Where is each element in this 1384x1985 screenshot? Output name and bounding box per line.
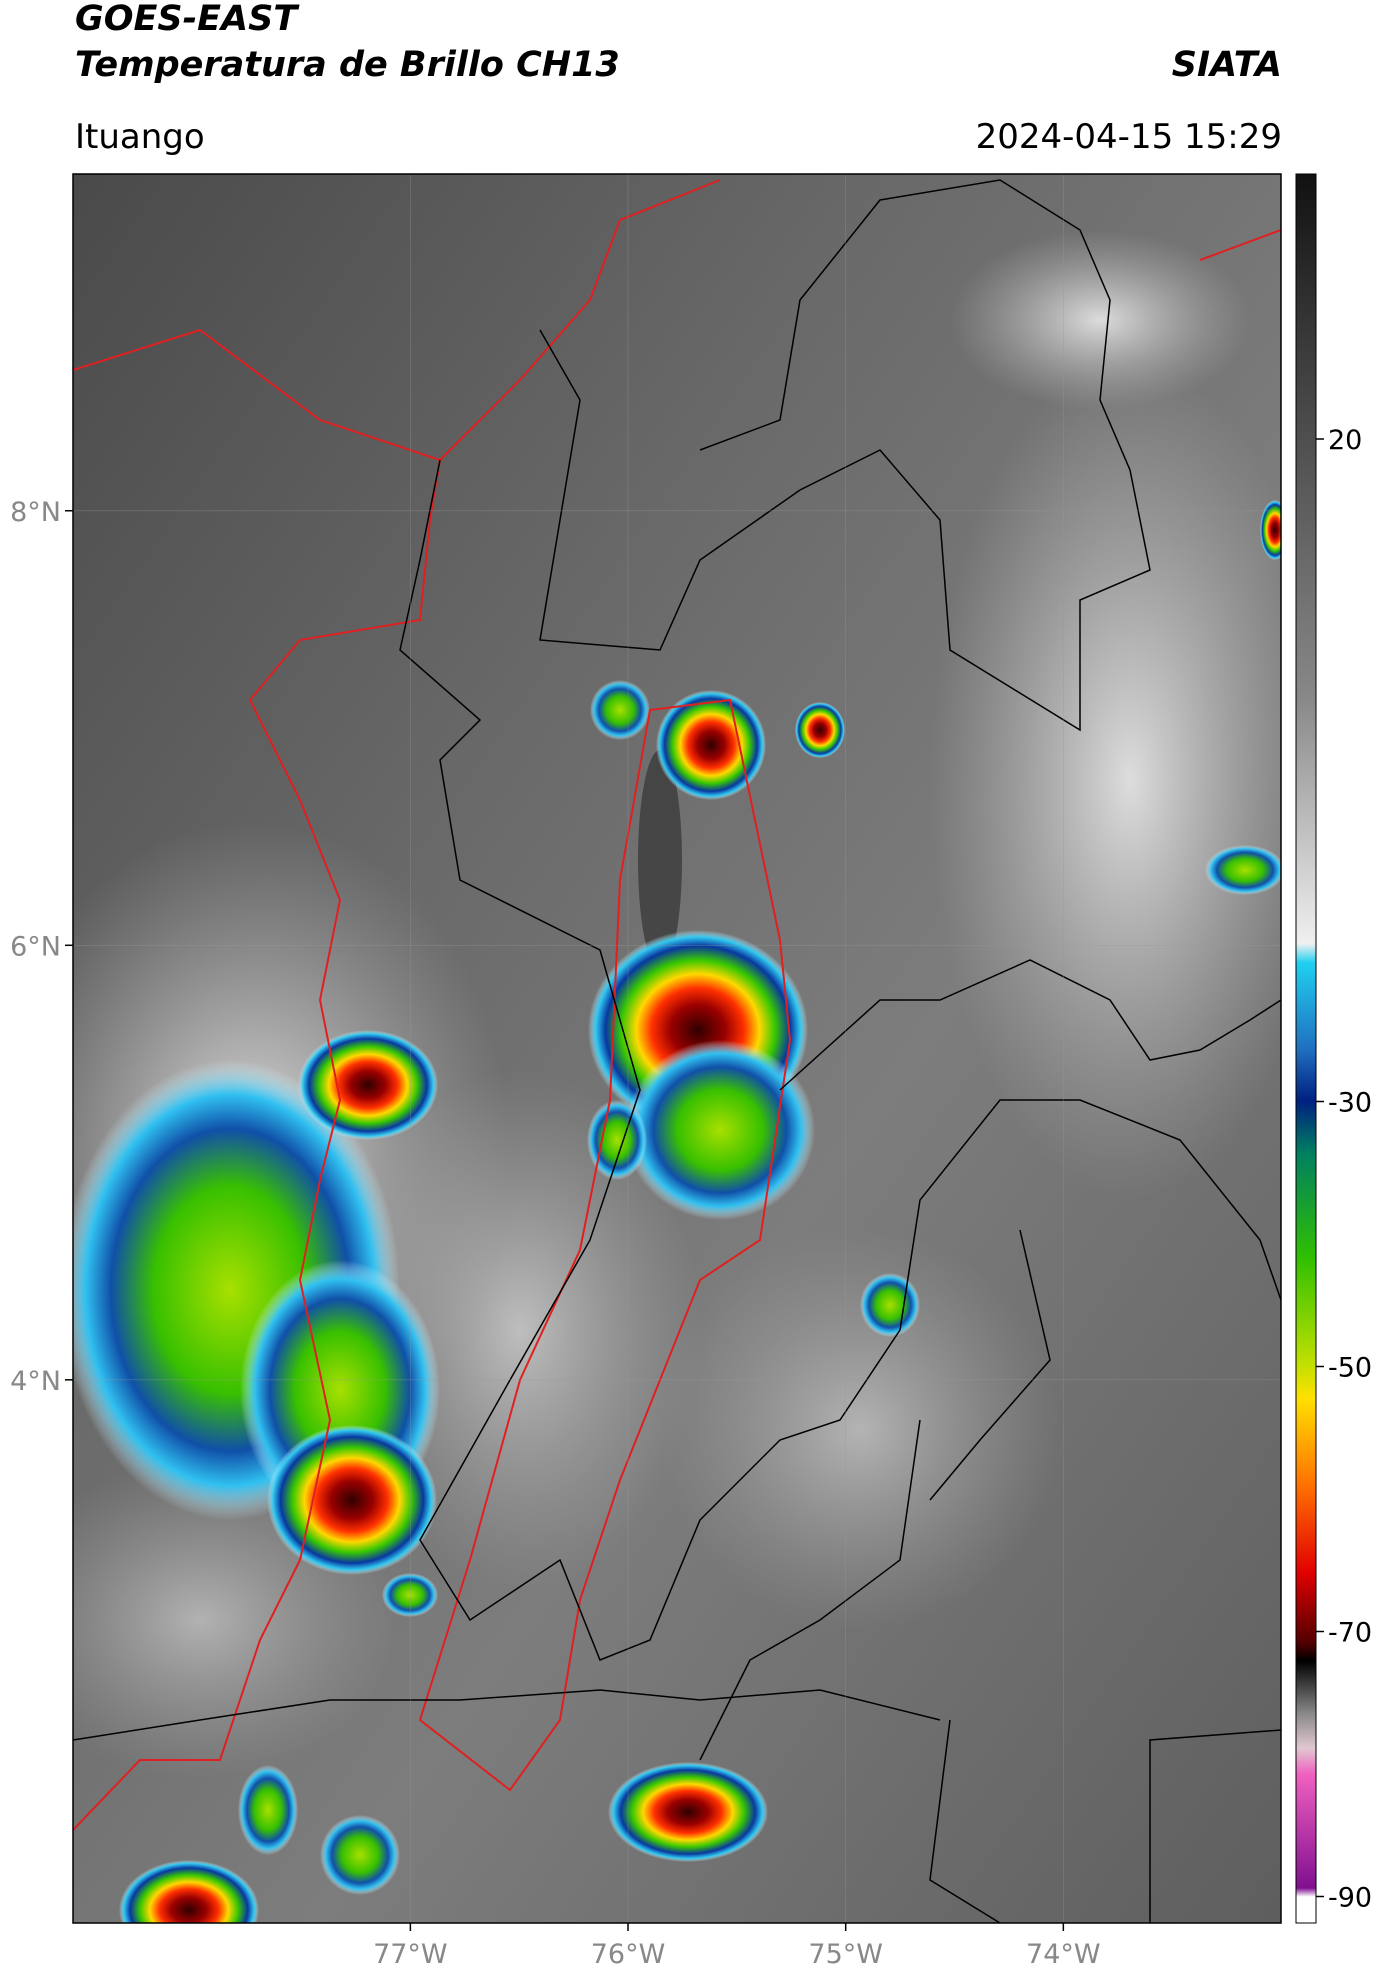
lon-tick-label: 74°W — [1026, 1939, 1101, 1970]
lat-tick-label: 6°N — [10, 931, 61, 962]
source: SIATA — [1172, 45, 1282, 85]
colorbar-tick-label: -30 — [1328, 1088, 1372, 1119]
colorbar-tick-label: -70 — [1328, 1618, 1372, 1649]
title: GOES-EAST — [75, 0, 300, 39]
lat-tick-label: 4°N — [10, 1366, 61, 1397]
colorbar-tick-label: -50 — [1328, 1353, 1372, 1384]
subtitle: Temperatura de Brillo CH13 — [75, 45, 620, 85]
colorbar — [1295, 173, 1317, 1924]
datetime: 2024-04-15 15:29 — [976, 117, 1282, 157]
lon-tick-label: 76°W — [591, 1939, 666, 1970]
colorbar-tick-label: 20 — [1328, 425, 1362, 456]
colorbar-tick-label: -90 — [1328, 1883, 1372, 1914]
satellite-image — [73, 174, 1281, 1923]
location: Ituango — [75, 117, 205, 157]
map-frame — [72, 173, 1282, 1924]
graticule — [73, 174, 1281, 1923]
lat-tick-label: 8°N — [10, 497, 61, 528]
lon-tick-label: 75°W — [808, 1939, 883, 1970]
lon-tick-label: 77°W — [373, 1939, 448, 1970]
